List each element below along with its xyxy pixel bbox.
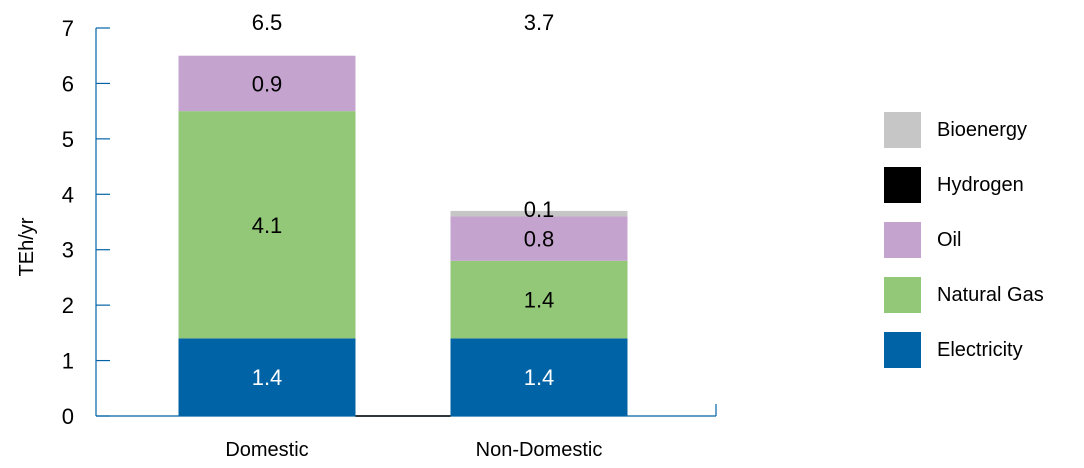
y-tick-label: 1 <box>62 349 74 374</box>
x-axis: Domestic Non-Domestic <box>96 404 717 461</box>
y-tick-label: 5 <box>62 127 74 152</box>
legend-label: Natural Gas <box>937 283 1044 306</box>
y-tick-label: 7 <box>62 16 74 41</box>
x-tick-label: Domestic <box>225 439 308 461</box>
legend-swatch <box>884 332 921 368</box>
legend-item: Bioenergy <box>884 112 1044 148</box>
legend-label: Hydrogen <box>937 173 1024 196</box>
bar-total-label: 6.5 <box>252 10 283 35</box>
legend-item: Hydrogen <box>884 167 1044 203</box>
bar-segment-electricity <box>450 338 628 416</box>
y-tick-label: 3 <box>62 238 74 263</box>
y-tick-label: 0 <box>62 404 74 429</box>
bar-segment-oil <box>450 216 628 261</box>
legend-swatch <box>884 277 921 313</box>
bars: 1.4 4.1 0.9 6.5 1.4 1.4 0.8 0.1 3.7 <box>178 10 628 416</box>
legend-label: Oil <box>937 228 962 251</box>
bar-segment-natural-gas <box>450 260 628 339</box>
y-tick-label: 2 <box>62 293 74 318</box>
data-label: 0.1 <box>524 197 555 222</box>
legend-item: Oil <box>884 222 1044 258</box>
bar-segment-natural-gas <box>178 111 356 339</box>
data-label: 1.4 <box>524 365 555 390</box>
y-axis-label: TEh/yr <box>16 217 38 276</box>
bar-segment-bioenergy <box>450 210 628 217</box>
legend-label: Bioenergy <box>937 118 1028 141</box>
legend-swatch <box>884 112 921 148</box>
data-label: 4.1 <box>252 213 283 238</box>
legend-item: Natural Gas <box>884 277 1044 313</box>
y-tick-label: 6 <box>62 71 74 96</box>
data-label: 1.4 <box>524 288 555 313</box>
legend-item: Electricity <box>884 332 1044 368</box>
data-label: 0.8 <box>524 227 555 252</box>
data-label: 1.4 <box>252 365 283 390</box>
bar-segment-oil <box>178 55 356 112</box>
legend-label: Electricity <box>937 338 1023 361</box>
bar-total-label: 3.7 <box>524 10 555 35</box>
y-tick-label: 4 <box>62 182 74 207</box>
y-axis: 0 1 2 3 4 5 6 7 <box>62 16 110 429</box>
legend-swatch <box>884 167 921 203</box>
x-tick-label: Non-Domestic <box>476 439 603 461</box>
data-label: 0.9 <box>252 71 283 96</box>
legend: Bioenergy Hydrogen Oil Natural Gas Electrici… <box>884 112 1044 387</box>
legend-swatch <box>884 222 921 258</box>
bar-segment-electricity <box>178 338 356 416</box>
